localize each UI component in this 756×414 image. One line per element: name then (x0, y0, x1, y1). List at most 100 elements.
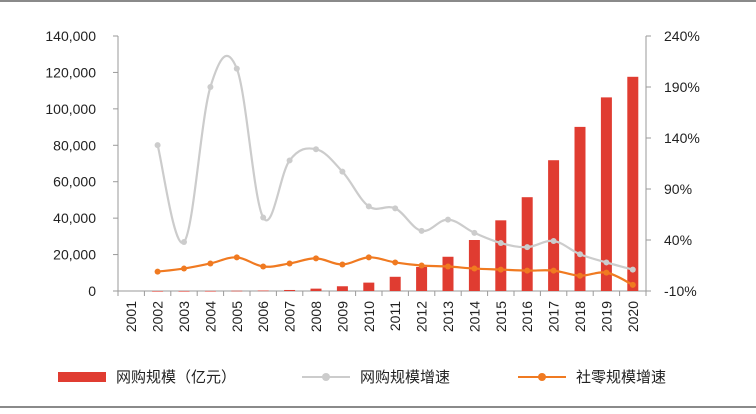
y-left-tick-label: 20,000 (53, 247, 96, 263)
y-right-tick-label: 140% (664, 130, 700, 146)
x-tick-label: 2005 (229, 301, 245, 332)
y-left-tick-label: 140,000 (45, 28, 96, 44)
orange-series-point (445, 263, 451, 270)
y-right-tick-label: 90% (664, 181, 692, 197)
x-tick-label: 2015 (493, 301, 509, 332)
gray-series-point (497, 240, 504, 247)
gray-series-point (392, 205, 399, 212)
orange-series-point (181, 265, 187, 272)
y-right-tick-label: 40% (664, 232, 692, 248)
x-tick-label: 2006 (255, 301, 271, 332)
y-left-tick-label: 100,000 (45, 101, 96, 117)
bar (495, 220, 507, 291)
bar (336, 286, 348, 291)
x-tick-label: 2011 (387, 301, 403, 331)
x-tick-label: 2013 (440, 301, 456, 332)
orange-series-point (524, 267, 531, 274)
y-left-tick-label: 0 (88, 283, 96, 299)
gray-series-point (577, 251, 583, 258)
bar (204, 290, 216, 292)
gray-series-point (629, 266, 636, 273)
bar (152, 290, 164, 292)
x-tick-label: 2020 (625, 301, 641, 332)
legend-swatch-orange (518, 372, 566, 382)
orange-series-point (365, 254, 372, 261)
bar (416, 266, 428, 291)
gray-series-point (286, 157, 293, 164)
orange-series-point (286, 260, 293, 267)
bar (178, 290, 190, 292)
gray-series-point (524, 244, 531, 251)
gray-series-point (339, 168, 346, 175)
x-tick-label: 2002 (150, 301, 166, 332)
bar (389, 276, 401, 291)
gray-series-point (233, 65, 240, 72)
legend-swatch-gray (302, 372, 350, 382)
bar (548, 160, 560, 291)
gray-series-point (445, 216, 451, 223)
y-right-tick-label: -10% (664, 283, 697, 299)
top-rule (0, 0, 756, 2)
x-tick-label: 2004 (202, 301, 218, 332)
gray-series-point (471, 229, 478, 236)
gray-series-point (603, 259, 610, 266)
bar (231, 290, 243, 292)
y-right-tick-label: 190% (664, 79, 700, 95)
x-tick-label: 2017 (546, 301, 562, 332)
orange-series-point (154, 268, 161, 275)
x-tick-label: 2007 (282, 301, 298, 332)
x-tick-label: 2003 (176, 301, 192, 332)
legend-label-gray: 网购规模增速 (360, 368, 451, 386)
bar (521, 197, 533, 291)
legend-item-orange-line: 社零规模增速 (518, 366, 666, 387)
orange-series-point (339, 261, 346, 268)
bar (284, 289, 296, 291)
x-tick-label: 2001 (123, 301, 139, 332)
gray-series-point (550, 238, 557, 245)
gray-series-point (313, 146, 319, 153)
bar (257, 290, 269, 292)
gray-series-point (365, 203, 372, 210)
legend-label-orange: 社零规模增速 (576, 368, 667, 386)
y-left-tick-label: 40,000 (53, 210, 96, 226)
bar (442, 256, 454, 291)
bar (363, 282, 375, 291)
orange-series-point (392, 259, 399, 266)
x-tick-label: 2010 (361, 301, 377, 332)
orange-series-point (418, 262, 425, 269)
bar (600, 97, 612, 291)
x-tick-label: 2008 (308, 301, 324, 332)
bar (468, 240, 480, 291)
orange-series-point (233, 254, 240, 261)
y-left-tick-label: 120,000 (45, 64, 96, 80)
orange-series-point (260, 263, 267, 270)
legend-item-bar: 网购规模（亿元） (58, 366, 236, 387)
orange-series-point (471, 265, 478, 272)
legend-item-gray-line: 网购规模增速 (302, 366, 450, 387)
gray-series-point (260, 214, 267, 221)
bar (310, 288, 322, 291)
gray-series-line (156, 54, 634, 271)
x-tick-label: 2018 (572, 301, 588, 332)
bottom-rule (0, 406, 756, 408)
x-tick-label: 2019 (598, 301, 614, 332)
orange-series-point (497, 266, 504, 273)
y-left-tick-label: 80,000 (53, 137, 96, 153)
x-tick-label: 2014 (466, 301, 482, 332)
y-left-tick-label: 60,000 (53, 174, 96, 190)
orange-series-point (629, 281, 636, 288)
orange-series-point (207, 260, 214, 267)
gray-series-point (207, 84, 214, 90)
gray-series-point (154, 142, 161, 149)
orange-series-point (603, 269, 610, 276)
legend-swatch-bar (58, 371, 106, 382)
bar (627, 76, 639, 291)
orange-series-point (550, 267, 557, 274)
x-tick-label: 2012 (414, 301, 430, 332)
gray-series-point (418, 227, 425, 234)
x-tick-label: 2009 (334, 301, 350, 332)
y-right-tick-label: 240% (664, 28, 700, 44)
gray-series-point (181, 239, 187, 246)
x-tick-label: 2016 (519, 301, 535, 332)
